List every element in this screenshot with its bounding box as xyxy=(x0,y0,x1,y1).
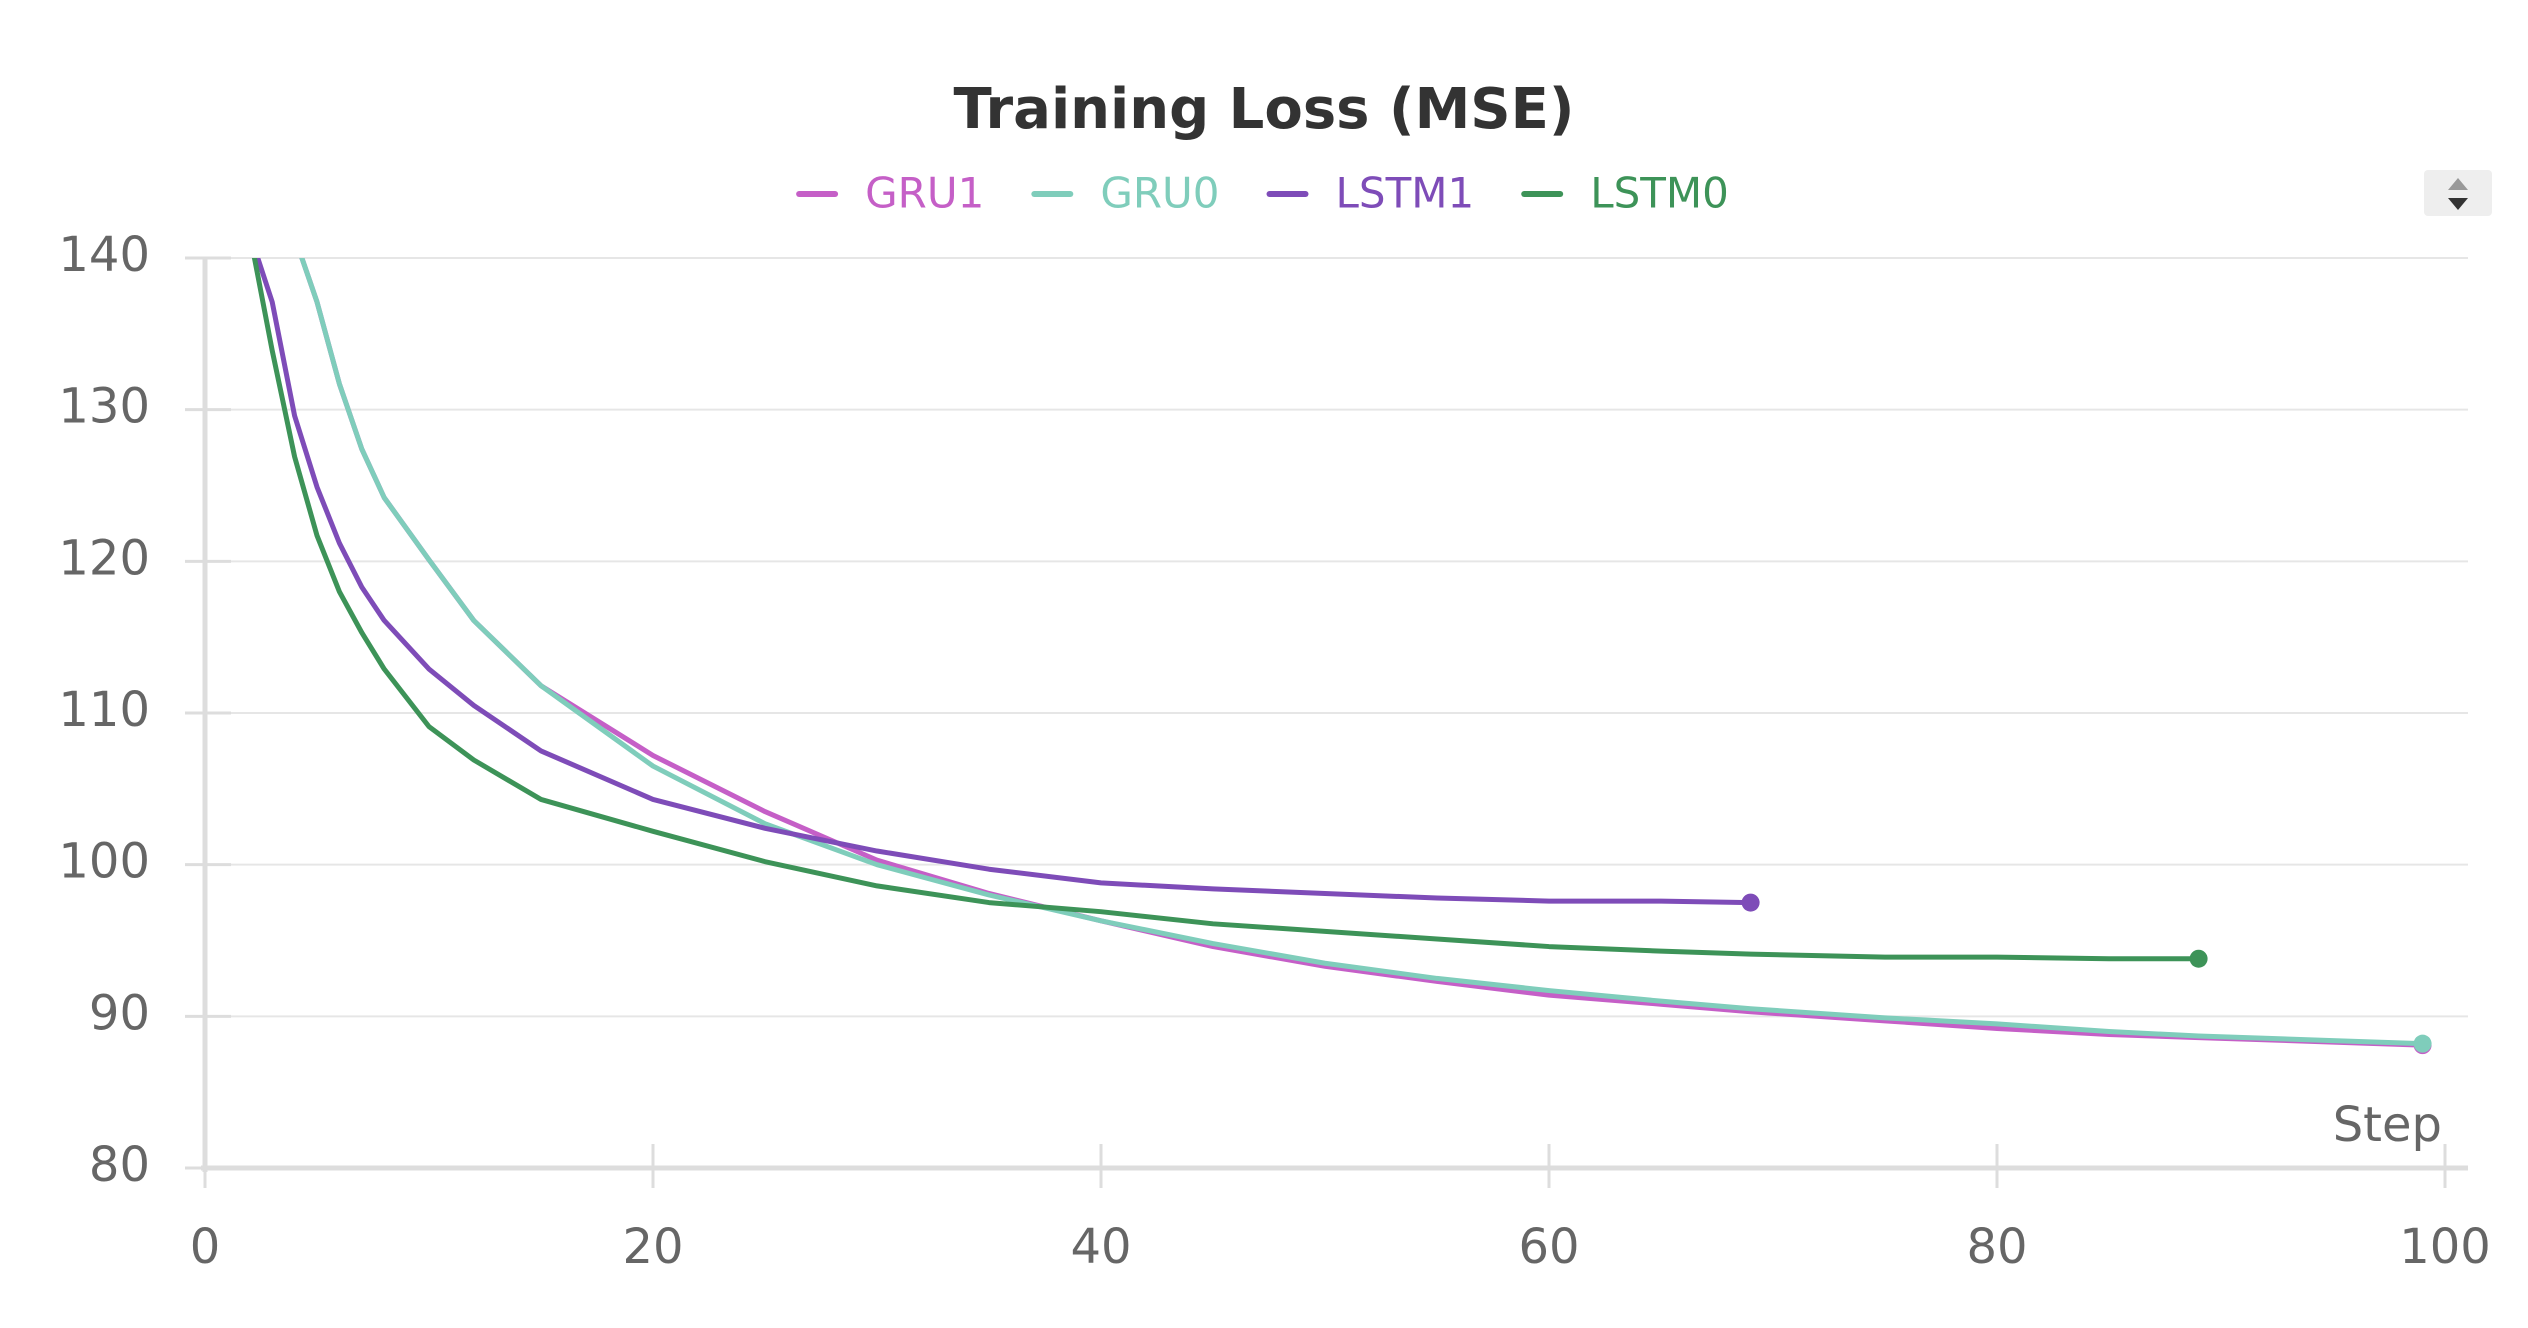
legend-label: GRU0 xyxy=(1100,169,1219,218)
y-tick-label: 110 xyxy=(58,682,150,738)
legend-label: LSTM1 xyxy=(1336,169,1475,218)
x-tick-label: 40 xyxy=(1070,1219,1131,1275)
y-tick-label: 80 xyxy=(89,1137,150,1193)
legend-label: LSTM0 xyxy=(1590,169,1729,218)
end-point xyxy=(1741,893,1760,912)
x-tick-label: 80 xyxy=(1966,1219,2027,1275)
y-tick-label: 130 xyxy=(58,379,150,435)
y-tick-label: 120 xyxy=(58,530,150,586)
plot-area xyxy=(251,258,2432,1055)
legend-label: GRU1 xyxy=(865,169,984,218)
end-point xyxy=(2413,1034,2432,1053)
x-tick-label: 0 xyxy=(190,1219,221,1275)
x-tick-label: 20 xyxy=(622,1219,683,1275)
scroll-control[interactable] xyxy=(2424,170,2492,216)
y-tick-label: 90 xyxy=(89,985,150,1041)
x-tick-label: 100 xyxy=(2399,1219,2491,1275)
x-axis-label: Step xyxy=(2333,1097,2442,1153)
series-line xyxy=(251,258,2199,962)
series-line xyxy=(255,258,1751,906)
chart-title: Training Loss (MSE) xyxy=(954,77,1575,142)
series-line xyxy=(299,258,2423,1048)
y-tick-label: 100 xyxy=(58,834,150,890)
y-tick-label: 140 xyxy=(58,227,150,283)
legend: GRU1 GRU0 LSTM1 LSTM0 xyxy=(796,169,1729,218)
x-tick-label: 60 xyxy=(1518,1219,1579,1275)
series-line xyxy=(299,258,2423,1047)
end-point xyxy=(2189,949,2208,968)
